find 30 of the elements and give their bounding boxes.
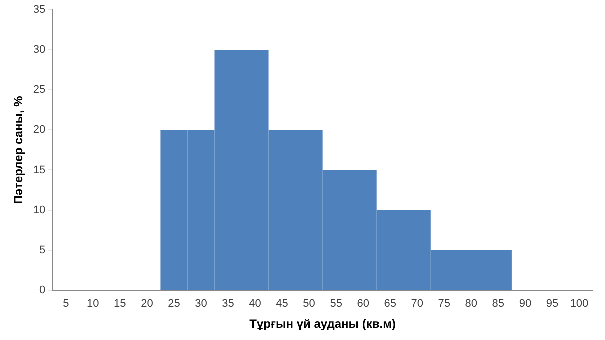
x-tick-label: 20 bbox=[141, 298, 154, 310]
x-tick-label: 15 bbox=[114, 298, 126, 310]
x-tick-label: 25 bbox=[168, 298, 180, 310]
y-tick-label: 25 bbox=[33, 84, 46, 96]
y-axis-title: Пәтерлер саны, % bbox=[12, 96, 26, 204]
y-tick-label: 5 bbox=[40, 244, 46, 256]
x-tick-label: 80 bbox=[465, 298, 478, 310]
x-tick-label: 90 bbox=[519, 298, 532, 310]
y-tick-label: 30 bbox=[33, 44, 46, 56]
x-tick-label: 50 bbox=[303, 298, 316, 310]
y-tick-label: 20 bbox=[33, 124, 46, 136]
x-tick-label: 35 bbox=[222, 298, 234, 310]
x-tick-label: 65 bbox=[384, 298, 396, 310]
x-tick-label: 100 bbox=[570, 298, 589, 310]
x-tick-label: 60 bbox=[357, 298, 370, 310]
y-tick-label: 35 bbox=[33, 4, 46, 16]
y-tick-label: 0 bbox=[40, 284, 46, 296]
x-tick-label: 45 bbox=[276, 298, 288, 310]
x-tick-label: 40 bbox=[249, 298, 262, 310]
x-tick-label: 55 bbox=[330, 298, 342, 310]
x-tick-label: 10 bbox=[87, 298, 100, 310]
x-tick-label: 70 bbox=[411, 298, 424, 310]
y-tick-label: 10 bbox=[33, 204, 46, 216]
x-tick-label: 30 bbox=[195, 298, 208, 310]
x-tick-label: 5 bbox=[63, 298, 70, 310]
x-tick-label: 95 bbox=[546, 298, 559, 310]
x-axis-title: Тұрғын үй ауданы (кв.м) bbox=[250, 317, 396, 332]
x-tick-label: 75 bbox=[438, 298, 451, 310]
y-tick-label: 15 bbox=[33, 164, 46, 176]
x-tick-label: 85 bbox=[492, 298, 505, 310]
